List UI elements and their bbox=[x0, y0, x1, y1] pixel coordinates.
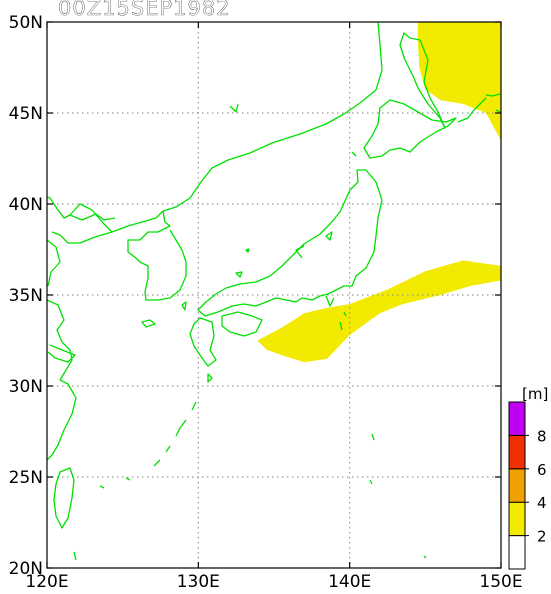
coast-noto bbox=[295, 245, 305, 259]
wave-area-south-pacific bbox=[257, 260, 501, 363]
legend-swatch bbox=[508, 535, 526, 570]
island-okinotori bbox=[423, 555, 427, 559]
legend-swatches bbox=[508, 401, 526, 570]
y-tick-label: 40N bbox=[9, 195, 43, 215]
y-tick-label: 35N bbox=[9, 286, 43, 306]
y-tick-label: 30N bbox=[9, 377, 43, 397]
island-sado bbox=[325, 231, 333, 241]
island-yonaguni bbox=[99, 477, 131, 489]
legend-label: 8 bbox=[537, 427, 547, 445]
graticule bbox=[47, 22, 501, 568]
island-batan bbox=[73, 551, 77, 561]
island-tsushima bbox=[181, 301, 187, 311]
legend-labels: 2 4 6 8 bbox=[525, 427, 547, 546]
coast-korea bbox=[127, 210, 187, 301]
island-oki bbox=[235, 271, 243, 278]
coast-shikoku bbox=[221, 311, 263, 337]
axis-ticks: 120E 130E 140E 150E 20N 25N 30N 35N 40N 45N 50N bbox=[9, 13, 523, 592]
coast-hokkaido bbox=[363, 99, 457, 159]
coast-kurils bbox=[457, 97, 487, 123]
coast-liaodong bbox=[51, 213, 116, 244]
y-tick-label: 20N bbox=[9, 559, 43, 579]
x-tick-label: 130E bbox=[177, 572, 220, 592]
coast-hangzhou bbox=[47, 344, 76, 363]
island-jeju bbox=[141, 319, 156, 328]
coast-mainland bbox=[47, 22, 383, 233]
islands-izu-chain bbox=[339, 311, 375, 485]
legend-label: 2 bbox=[537, 528, 547, 546]
coast-kamchatka-edge bbox=[485, 93, 501, 113]
island-okushiri bbox=[351, 151, 357, 157]
coast-china-east bbox=[47, 239, 77, 461]
coast-izu bbox=[325, 295, 335, 307]
legend-label: 6 bbox=[537, 461, 547, 479]
island-taiwan bbox=[53, 467, 75, 529]
coast-honshu bbox=[197, 169, 383, 317]
color-legend: [m] 2 4 6 8 bbox=[508, 385, 548, 570]
legend-swatch bbox=[508, 434, 526, 470]
page-title: 00Z15SEP1982 bbox=[58, 0, 231, 20]
island-rebun bbox=[229, 103, 239, 113]
island-dokdo bbox=[245, 248, 250, 253]
coast-kyushu bbox=[189, 317, 217, 367]
legend-swatch bbox=[508, 468, 526, 503]
legend-unit: [m] bbox=[522, 385, 548, 403]
legend-swatch bbox=[508, 401, 526, 436]
islands-ryukyu bbox=[153, 401, 197, 467]
coastline bbox=[47, 22, 501, 561]
y-tick-label: 50N bbox=[9, 13, 43, 33]
x-tick-label: 140E bbox=[328, 572, 371, 592]
island-tanegashima bbox=[207, 373, 213, 383]
wave-area-north-east bbox=[417, 22, 501, 141]
y-tick-label: 25N bbox=[9, 468, 43, 488]
legend-label: 4 bbox=[537, 494, 547, 512]
x-tick-label: 150E bbox=[479, 572, 522, 592]
y-tick-label: 45N bbox=[9, 104, 43, 124]
legend-swatch bbox=[508, 501, 526, 537]
wave-height-layer bbox=[257, 22, 501, 363]
x-tick-label: 120E bbox=[25, 572, 68, 592]
